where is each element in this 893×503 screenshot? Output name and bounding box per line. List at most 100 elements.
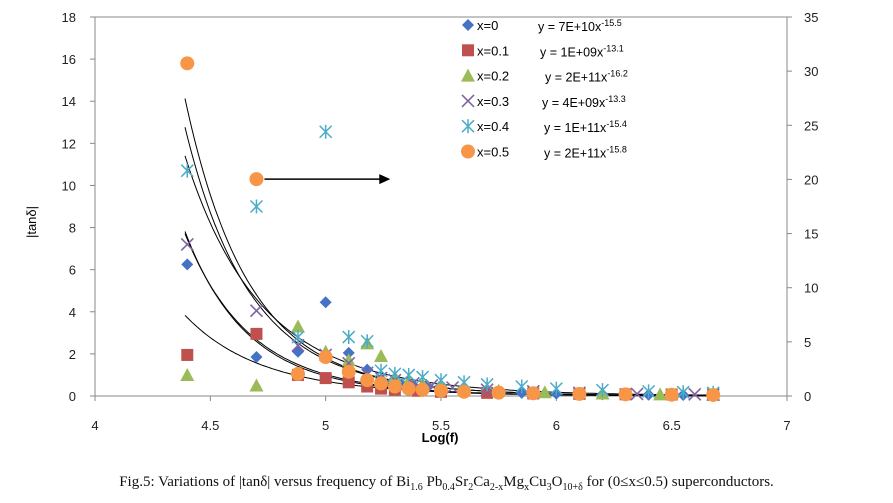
fit-equation: y = 2E+11x-15.8 xyxy=(544,145,627,161)
data-point xyxy=(416,370,430,385)
data-point xyxy=(290,319,305,333)
series-x=0.4 xyxy=(180,124,720,400)
y-tick-label: 2 xyxy=(69,347,76,362)
legend-label: x=0.3 xyxy=(477,94,509,109)
y-tick-label: 4 xyxy=(69,305,76,320)
legend-label: x=0.2 xyxy=(477,69,509,84)
x-tick-label: 7 xyxy=(783,418,790,433)
caption-text: Ca xyxy=(473,474,490,490)
data-points xyxy=(180,56,721,402)
data-point xyxy=(250,351,263,364)
y-right-tick-label: 35 xyxy=(804,10,818,25)
legend-marker xyxy=(462,44,474,57)
data-point xyxy=(415,382,430,397)
y-right-tick-label: 30 xyxy=(804,64,818,79)
data-point xyxy=(249,199,263,214)
data-point xyxy=(445,381,460,395)
series-x=0.3 xyxy=(180,237,720,402)
data-point xyxy=(181,258,194,271)
data-point xyxy=(572,386,587,401)
legend-marker xyxy=(462,19,474,31)
data-point xyxy=(319,124,333,139)
fit-equation: y = 1E+11x-15.4 xyxy=(544,119,627,135)
data-point xyxy=(537,385,552,399)
fit-curve-x=0.4 xyxy=(184,127,718,397)
data-point xyxy=(249,378,264,392)
data-point xyxy=(341,364,356,379)
y-tick-label: 18 xyxy=(62,10,76,25)
data-point xyxy=(374,376,389,391)
caption-subscript: 10+δ xyxy=(562,482,583,493)
data-point xyxy=(630,387,644,401)
y-tick-label: 6 xyxy=(69,263,76,278)
legend-marker xyxy=(461,94,475,108)
data-point xyxy=(688,387,702,401)
data-point xyxy=(434,383,448,398)
caption-text: Mg xyxy=(503,474,525,490)
data-point xyxy=(249,304,264,318)
caption-subscript: 2 xyxy=(468,482,474,493)
fit-curve-x=0.5 xyxy=(184,98,718,397)
data-point xyxy=(290,366,305,381)
data-point xyxy=(387,379,402,394)
fit-curves xyxy=(184,98,718,397)
data-point xyxy=(457,384,472,399)
annotation-arrow xyxy=(264,174,391,185)
data-point-stroke xyxy=(630,387,644,401)
data-point xyxy=(491,385,506,400)
fit-curve-x=0 xyxy=(184,233,718,397)
data-point xyxy=(595,383,609,398)
data-point xyxy=(401,381,416,396)
data-point xyxy=(480,377,494,392)
legend-marker xyxy=(461,144,475,159)
plot-frame xyxy=(94,16,788,397)
data-point-stroke xyxy=(445,381,460,395)
y-tick-label: 16 xyxy=(62,52,76,67)
caption-subscript: x xyxy=(524,482,530,493)
y-tick-label: 10 xyxy=(62,178,76,193)
data-point xyxy=(181,348,194,361)
data-point xyxy=(526,386,541,401)
data-point xyxy=(342,346,355,359)
caption-subscript: 3 xyxy=(546,482,552,493)
caption-text: for (0≤x≤0.5) superconductors. xyxy=(582,474,774,490)
caption-subscript: 1.6 xyxy=(410,482,423,493)
data-point xyxy=(180,163,194,178)
fit-equation: y = 4E+09x-13.3 xyxy=(542,94,626,110)
y-tick-label: 8 xyxy=(69,221,76,236)
x-tick-label: 4 xyxy=(91,418,98,433)
y-right-tick-label: 25 xyxy=(804,118,818,133)
figure-caption: Fig.5: Variations of |tanδ| versus frequ… xyxy=(0,474,893,493)
data-point xyxy=(180,237,194,251)
y-right-tick-label: 15 xyxy=(804,227,818,242)
arrow-head xyxy=(379,174,391,185)
fit-equation: y = 1E+09x-13.1 xyxy=(540,43,624,59)
data-point xyxy=(319,372,332,385)
data-point xyxy=(180,56,195,71)
caption-text: Sr xyxy=(454,474,469,490)
legend-label: x=0 xyxy=(477,18,498,33)
legend-marker xyxy=(461,68,475,82)
y-right-tick-label: 10 xyxy=(804,281,818,296)
data-point xyxy=(706,387,721,402)
legend-label: x=0.4 xyxy=(477,119,509,134)
data-point xyxy=(250,327,263,340)
legend-label: x=0.1 xyxy=(477,43,509,58)
y-right-tick-label: 5 xyxy=(804,335,811,350)
data-point xyxy=(360,373,375,388)
y-tick-label: 0 xyxy=(69,389,76,404)
legend: x=0 y = 7E+10x-15.5 x=0.1 y = 1E+09x-13.1 x=… xyxy=(461,18,628,161)
data-point xyxy=(618,387,633,402)
x-axis-label: Log(f) xyxy=(422,430,459,445)
y-tick-label: 12 xyxy=(62,136,76,151)
caption-text: Pb xyxy=(422,474,443,490)
caption-text: Fig.5: Variations of |tanδ| versus frequ… xyxy=(119,474,411,490)
data-point xyxy=(180,367,195,381)
fit-equation: y = 2E+11x-16.2 xyxy=(545,69,628,85)
y-right-tick-label: 20 xyxy=(804,172,818,187)
x-tick-label: 6 xyxy=(553,418,560,433)
data-point xyxy=(481,386,494,399)
x-tick-label: 5.5 xyxy=(432,418,450,433)
y-tick-label: 14 xyxy=(62,94,76,109)
fit-curve-x=0.2 xyxy=(184,231,718,397)
